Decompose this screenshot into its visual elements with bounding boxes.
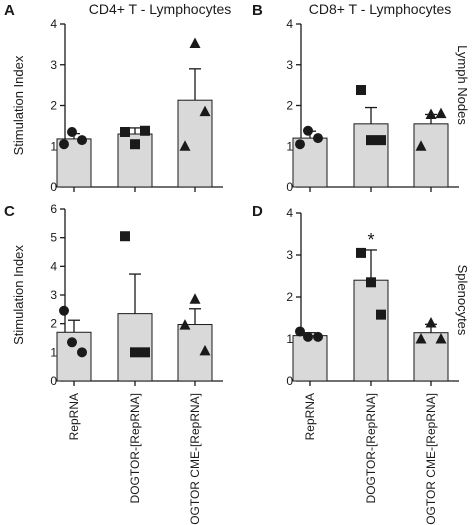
y-tick-label: 0: [50, 180, 57, 194]
data-point-triangle: [415, 140, 427, 151]
y-tick-label: 4: [286, 206, 293, 220]
data-point-triangle: [435, 333, 447, 344]
y-tick-label: 6: [50, 202, 57, 216]
data-point-square: [366, 277, 376, 288]
data-point-square: [140, 125, 150, 136]
panel-a: A CD4+ T - Lymphocytes Stimulation Index 0 1…: [4, 1, 231, 194]
data-point-triangle: [199, 344, 211, 356]
y-tick-label: 0: [286, 374, 293, 388]
data-point-triangle: [425, 108, 437, 119]
data-point-square: [366, 135, 376, 146]
category-label: DOGTOR CME-[RepRNA]: [424, 393, 438, 525]
y-tick-label: 4: [50, 259, 57, 273]
data-point-circle: [59, 139, 69, 150]
bar: [353, 279, 389, 382]
bar: [413, 123, 449, 188]
bar: [353, 123, 389, 188]
data-point-triangle: [435, 107, 447, 119]
y-axis-label: Stimulation Index: [11, 245, 26, 345]
panel-d: D 0 1 2 3 4 RepRNA * DOGTOR-[RepRNA] DOGTOR CME-[…: [252, 203, 459, 525]
y-tick-label: 1: [50, 139, 57, 153]
y-tick-label: 2: [50, 99, 57, 113]
y-tick-label: 2: [50, 317, 57, 331]
data-point-circle: [67, 126, 77, 137]
data-point-square: [356, 247, 366, 258]
data-point-triangle: [425, 317, 437, 328]
y-tick-label: 1: [286, 139, 293, 153]
data-point-circle: [295, 139, 305, 150]
data-point-square: [376, 309, 386, 320]
row-label-lymph-nodes: Lymph Nodes: [455, 45, 470, 125]
panel-letter: C: [4, 203, 15, 220]
panel-letter: B: [252, 2, 263, 19]
y-tick-label: 2: [286, 99, 293, 113]
y-tick-label: 1: [286, 332, 293, 346]
data-point-circle: [313, 331, 323, 342]
category-label: DOGTOR CME-[RepRNA]: [188, 393, 202, 525]
data-point-triangle: [189, 37, 201, 49]
data-point-square: [130, 139, 140, 150]
y-tick-label: 3: [50, 58, 57, 72]
data-point-square: [356, 85, 366, 96]
y-tick-label: 4: [50, 17, 57, 31]
y-tick-label: 1: [50, 345, 57, 359]
y-tick-label: 0: [286, 180, 293, 194]
data-point-triangle: [199, 105, 211, 117]
panel-letter: D: [252, 203, 263, 220]
row-label-splenocytes: Splenocytes: [455, 265, 470, 336]
y-tick-label: 4: [286, 17, 293, 31]
data-point-circle: [77, 347, 87, 358]
category-label: DOGTOR-[RepRNA]: [364, 393, 378, 503]
data-point-circle: [303, 331, 313, 342]
data-point-circle: [59, 305, 69, 316]
panel-c: C Stimulation Index 0 1 2 3 4 5 6 RepRNA DOGTOR-[R…: [4, 202, 223, 525]
data-point-square: [130, 347, 140, 358]
category-label: RepRNA: [303, 393, 317, 440]
y-axis-label: Stimulation Index: [11, 55, 26, 155]
significance-marker: *: [367, 230, 374, 250]
bar: [292, 335, 328, 382]
panel-letter: A: [4, 2, 15, 19]
panel-title: CD4+ T - Lymphocytes: [89, 1, 232, 17]
data-point-square: [376, 135, 386, 146]
data-point-triangle: [415, 333, 427, 344]
data-point-circle: [77, 135, 87, 146]
bar: [117, 313, 153, 382]
y-tick-label: 5: [50, 231, 57, 245]
y-tick-label: 3: [286, 58, 293, 72]
y-tick-label: 0: [50, 374, 57, 388]
y-tick-label: 3: [286, 248, 293, 262]
y-tick-label: 3: [50, 288, 57, 302]
data-point-triangle: [179, 140, 191, 151]
data-point-square: [120, 126, 130, 137]
panel-b: B CD8+ T - Lymphocytes 0 1 2 3 4: [252, 1, 459, 194]
category-label: DOGTOR-[RepRNA]: [128, 393, 142, 503]
panel-title: CD8+ T - Lymphocytes: [309, 1, 452, 17]
data-point-square: [140, 347, 150, 358]
data-point-triangle: [179, 319, 191, 330]
y-tick-label: 2: [286, 290, 293, 304]
data-point-circle: [67, 337, 77, 348]
category-label: RepRNA: [67, 393, 81, 440]
data-point-circle: [303, 125, 313, 136]
data-point-triangle: [189, 293, 201, 304]
data-point-circle: [313, 133, 323, 144]
data-point-square: [120, 231, 130, 242]
data-point-circle: [295, 326, 305, 337]
